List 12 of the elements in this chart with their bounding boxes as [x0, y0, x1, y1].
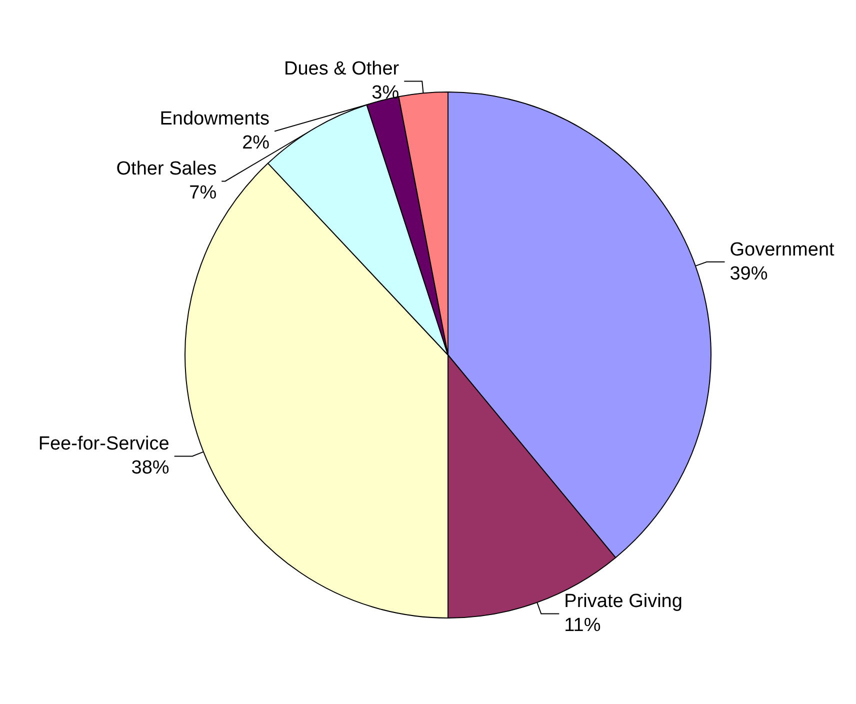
data-label: 39% — [730, 263, 768, 284]
slice-label: Other Sales — [116, 158, 217, 180]
data-label: 7% — [189, 182, 217, 204]
data-label: 3% — [372, 82, 400, 104]
data-label: 2% — [242, 132, 270, 154]
slice-label: Dues & Other — [284, 58, 400, 80]
slice-label: Government — [730, 239, 836, 260]
data-label: 11% — [564, 615, 601, 636]
slice-label: Endowments — [160, 108, 270, 130]
slice-label: Private Giving — [564, 591, 682, 612]
slice-label: Fee-for-Service — [38, 434, 170, 455]
data-label: 38% — [131, 458, 170, 479]
